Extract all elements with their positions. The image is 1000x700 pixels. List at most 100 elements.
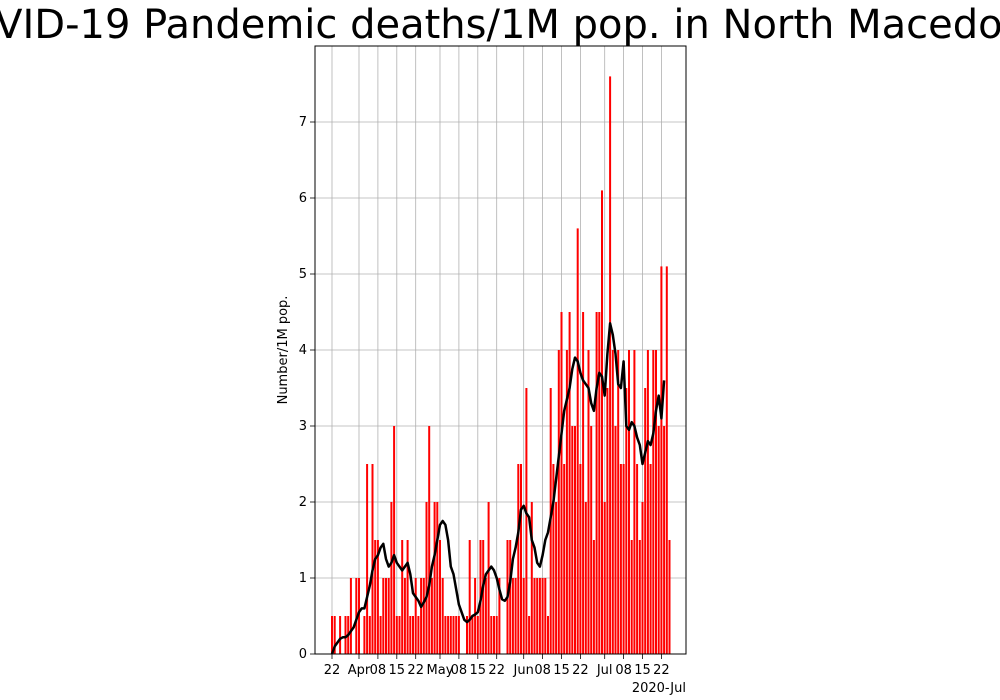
bar [561,312,563,654]
bar [396,616,398,654]
y-tick-label: 4 [299,343,307,358]
bar [542,578,544,654]
y-tick-label: 1 [299,571,307,586]
bar [574,426,576,654]
bar [644,388,646,654]
bar [534,578,536,654]
bar [512,578,514,654]
bar [493,616,495,654]
bar [496,616,498,654]
bar [485,578,487,654]
bar [523,578,525,654]
bar [633,350,635,654]
bar [423,578,425,654]
bar [488,502,490,654]
y-tick-label: 3 [299,419,307,434]
bar [363,616,365,654]
bar [372,464,374,654]
bar [442,578,444,654]
bar [339,616,341,654]
bar [577,228,579,654]
bar [385,578,387,654]
bar [636,464,638,654]
line-group [332,323,664,654]
bar [444,616,446,654]
bar [525,388,527,654]
bar [585,502,587,654]
bar [393,426,395,654]
bar [558,350,560,654]
bar [544,578,546,654]
bar [399,616,401,654]
bar [412,616,414,654]
y-tick-label: 2 [299,495,307,510]
bar [390,502,392,654]
x-tick-label: 08 [370,663,387,678]
bar [615,426,617,654]
bar [450,616,452,654]
bar [509,540,511,654]
bar [563,464,565,654]
bar [520,464,522,654]
bar [660,266,662,654]
bar [369,616,371,654]
x-tick-label: 15 [389,663,406,678]
bar [431,578,433,654]
x-tick-label: 22 [488,663,505,678]
bar [417,616,419,654]
bar [669,540,671,654]
bar [569,312,571,654]
bar [628,350,630,654]
bar [604,502,606,654]
bar [609,76,611,654]
x-ticks: 22 Apr 08 15 22 May08 15 22 Jun 08 15 22 Jul 08 15 22 [324,654,670,678]
y-tick-label: 6 [299,191,307,206]
x-tick-label: 22 [407,663,424,678]
bar [428,426,430,654]
bar [401,540,403,654]
bar [612,350,614,654]
bar [345,616,347,654]
bar [471,616,473,654]
bar [366,464,368,654]
bar [652,350,654,654]
bar [547,616,549,654]
bar [601,190,603,654]
grid [315,46,686,654]
bar [420,578,422,654]
bar [436,502,438,654]
bar [593,540,595,654]
bar [623,464,625,654]
bar [388,578,390,654]
x-tick-label: 08 [451,663,468,678]
x-tick-label: 08 [534,663,551,678]
x-tick-label: 22 [324,663,341,678]
x-tick-label: 15 [634,663,651,678]
bar [517,464,519,654]
bar [404,578,406,654]
bar [415,578,417,654]
x-tick-label: Jun [513,663,534,678]
x-tick-label: Apr [348,663,371,678]
bar [582,312,584,654]
x-tick-label: 15 [470,663,487,678]
bar [515,578,517,654]
bar [458,616,460,654]
bar [380,616,382,654]
chart-title: COVID-19 Pandemic deaths/1M pop. in Nort… [0,2,1000,48]
bar [447,616,449,654]
bar [647,350,649,654]
bar [453,616,455,654]
bar [407,540,409,654]
bar [571,426,573,654]
bar [426,502,428,654]
x-tick-label: 22 [572,663,589,678]
x-offset-label: 2020-Jul [632,681,686,696]
bar [469,540,471,654]
bar [606,388,608,654]
x-tick-label: 22 [653,663,670,678]
x-tick-label: 08 [615,663,632,678]
y-tick-label: 5 [299,267,307,282]
y-axis-label: Number/1M pop. [276,296,291,405]
